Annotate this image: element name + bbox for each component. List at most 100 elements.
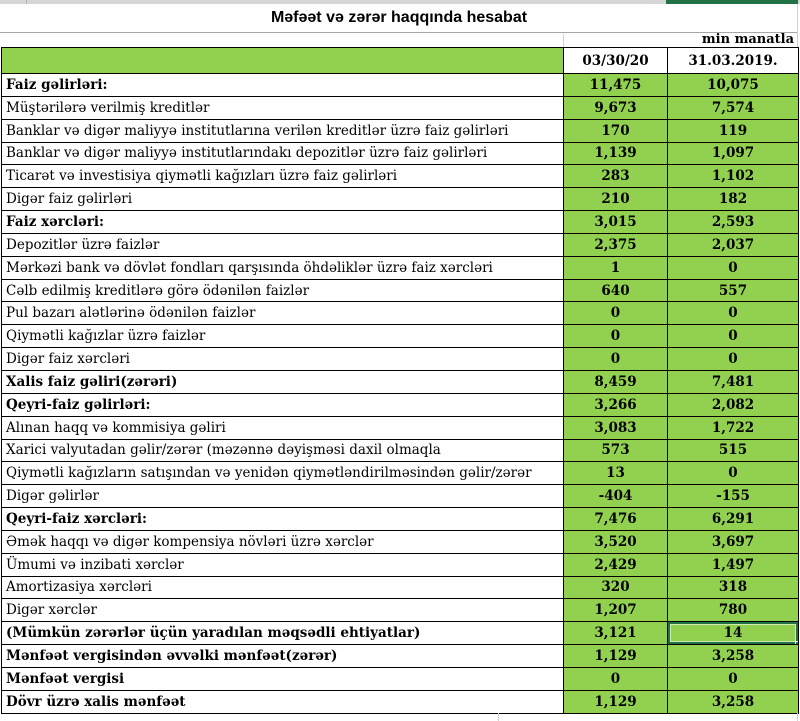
selected-cell[interactable]: 14 [668, 622, 799, 646]
value-cell-col2[interactable]: 0 [668, 256, 799, 280]
value-cell-col1[interactable]: 3,083 [564, 416, 668, 440]
row-label-cell[interactable]: Faiz gəlirləri: [2, 74, 564, 97]
value-cell-col2[interactable]: 515 [668, 439, 799, 463]
value-cell-col1[interactable]: 1,207 [564, 599, 668, 623]
value-cell-col1[interactable]: 283 [564, 165, 668, 189]
row-label-cell[interactable]: Qeyri-faiz gəlirləri: [2, 393, 564, 417]
row-label-cell[interactable]: Əmək haqqı və digər kompensiya növləri ü… [2, 530, 564, 554]
row-label-cell[interactable]: Ticarət və investisiya qiymətli kağızlar… [2, 165, 564, 189]
value-cell-col2[interactable]: 3,258 [668, 690, 799, 714]
value-cell-col2[interactable]: 0 [668, 667, 799, 691]
value-cell-col1[interactable]: 170 [564, 119, 668, 143]
row-label-cell[interactable]: Alınan haqq və kommisiya gəliri [2, 416, 564, 440]
row-label-cell[interactable]: Depozitlər üzrə faizlər [2, 233, 564, 257]
table-row: (Mümkün zərərlər üçün yaradılan məqsədli… [2, 622, 799, 646]
row-label-cell[interactable]: Ümumi və inzibati xərclər [2, 553, 564, 577]
value-cell-col1[interactable]: 2,375 [564, 233, 668, 257]
value-cell-col2[interactable]: 2,082 [668, 393, 799, 417]
value-cell-col1[interactable]: 0 [564, 325, 668, 349]
report-title-row: Məfəət və zərər haqqında hesabat [0, 4, 798, 33]
value-cell-col1[interactable]: 7,476 [564, 508, 668, 531]
row-label-cell[interactable]: Faiz xərcləri: [2, 211, 564, 234]
value-cell-col1[interactable]: 2,429 [564, 553, 668, 577]
row-label-cell[interactable]: Banklar və digər maliyyə institutlarında… [2, 142, 564, 166]
row-label-cell[interactable]: Mərkəzi bank və dövlət fondları qarşısın… [2, 256, 564, 280]
value-cell-col1[interactable]: 11,475 [564, 74, 668, 97]
value-cell-col1[interactable]: 640 [564, 279, 668, 303]
value-cell-col1[interactable]: 9,673 [564, 96, 668, 120]
value-cell-col2[interactable]: 780 [668, 599, 799, 623]
value-cell-col2[interactable]: 318 [668, 576, 799, 600]
value-cell-col2[interactable]: 1,102 [668, 165, 799, 189]
row-label-cell[interactable]: Qeyri-faiz xərcləri: [2, 508, 564, 531]
value-cell-col2[interactable]: 557 [668, 279, 799, 303]
value-cell-col1[interactable]: 210 [564, 188, 668, 212]
value-cell-col1[interactable]: 13 [564, 462, 668, 486]
row-label-cell[interactable]: Digər faiz xərcləri [2, 348, 564, 371]
gridline-tick [26, 0, 27, 4]
value-cell-col2[interactable]: 0 [668, 348, 799, 371]
row-label-cell[interactable]: Amortizasiya xərcləri [2, 576, 564, 600]
value-cell-col2[interactable]: 1,497 [668, 553, 799, 577]
value-cell-col1[interactable]: 1,139 [564, 142, 668, 166]
row-label-cell[interactable]: Cəlb edilmiş kreditlərə görə ödənilən fa… [2, 279, 564, 303]
value-cell-col1[interactable]: 3,266 [564, 393, 668, 417]
value-cell-col1[interactable]: 3,121 [564, 622, 668, 646]
value-cell-col2[interactable]: 10,075 [668, 74, 799, 97]
value-cell-col1[interactable]: 1 [564, 256, 668, 280]
row-label-cell[interactable]: Qiymətli kağızların satışından və yenidə… [2, 462, 564, 486]
table-row: Xalis faiz gəliri(zərəri) 8,459 7,481 [2, 370, 799, 394]
table-row: Pul bazarı alətlərinə ödənilən faizlər 0 0 [2, 302, 799, 326]
value-cell-col1[interactable]: 0 [564, 667, 668, 691]
value-cell-col2[interactable]: -155 [668, 485, 799, 509]
row-label-cell[interactable]: Mənfəət vergisindən əvvəlki mənfəət(zərə… [2, 645, 564, 668]
header-column-previous-date[interactable]: 31.03.2019. [668, 48, 799, 74]
column-headers-strip [0, 0, 800, 4]
row-label-cell[interactable]: Banklar və digər maliyyə institutlarına … [2, 119, 564, 143]
row-label-cell[interactable]: Digər faiz gəlirləri [2, 188, 564, 212]
value-cell-col2[interactable]: 3,697 [668, 530, 799, 554]
value-cell-col1[interactable]: 8,459 [564, 370, 668, 394]
row-label-cell[interactable]: Xarici valyutadan gəlir/zərər (məzənnə d… [2, 439, 564, 463]
table-row: Digər faiz gəlirləri 210 182 [2, 188, 799, 212]
value-cell-col1[interactable]: 3,015 [564, 211, 668, 234]
row-label-cell[interactable]: Qiymətli kağızlar üzrə faizlər [2, 325, 564, 349]
value-cell-col2[interactable]: 3,258 [668, 645, 799, 668]
fill-handle[interactable] [795, 641, 798, 645]
value-cell-col2[interactable]: 2,037 [668, 233, 799, 257]
row-label-cell[interactable]: Pul bazarı alətlərinə ödənilən faizlər [2, 302, 564, 326]
header-empty-green-cell[interactable] [2, 48, 564, 74]
value-cell-col1[interactable]: -404 [564, 485, 668, 509]
value-cell-col2[interactable]: 182 [668, 188, 799, 212]
row-label-cell[interactable]: Xalis faiz gəliri(zərəri) [2, 370, 564, 394]
sheet-gridline [563, 34, 564, 47]
sheet-gridline [797, 713, 798, 721]
value-cell-col1[interactable]: 0 [564, 348, 668, 371]
value-cell-col1[interactable]: 3,520 [564, 530, 668, 554]
header-column-current-date[interactable]: 03/30/20 [564, 48, 668, 74]
value-cell-col2[interactable]: 7,574 [668, 96, 799, 120]
row-label-cell[interactable]: Müştərilərə verilmiş kreditlər [2, 96, 564, 120]
row-label-cell[interactable]: Dövr üzrə xalis mənfəət [2, 690, 564, 714]
value-cell-col2[interactable]: 119 [668, 119, 799, 143]
row-label-cell[interactable]: Digər gəlirlər [2, 485, 564, 509]
value-cell-col2[interactable]: 0 [668, 462, 799, 486]
unit-note: min manatla [701, 32, 794, 47]
value-cell-col1[interactable]: 1,129 [564, 645, 668, 668]
value-cell-col2[interactable]: 1,722 [668, 416, 799, 440]
value-cell-col1[interactable]: 573 [564, 439, 668, 463]
value-cell-col2[interactable]: 1,097 [668, 142, 799, 166]
row-label-cell[interactable]: Digər xərclər [2, 599, 564, 623]
value-cell-col1[interactable]: 1,129 [564, 690, 668, 714]
value-cell-col2[interactable]: 6,291 [668, 508, 799, 531]
value-cell-col2[interactable]: 7,481 [668, 370, 799, 394]
row-label-cell[interactable]: Mənfəət vergisi [2, 667, 564, 691]
value-cell-col2[interactable]: 0 [668, 302, 799, 326]
value-cell-col2[interactable]: 2,593 [668, 211, 799, 234]
value-cell-col2[interactable]: 0 [668, 325, 799, 349]
value-cell-col1[interactable]: 0 [564, 302, 668, 326]
row-label-cell[interactable]: (Mümkün zərərlər üçün yaradılan məqsədli… [2, 622, 564, 646]
value-cell-col1[interactable]: 320 [564, 576, 668, 600]
pnl-table: 03/30/20 31.03.2019. Faiz gəlirləri: 11,4… [1, 47, 799, 714]
table-row: Ümumi və inzibati xərclər 2,429 1,497 [2, 553, 799, 577]
